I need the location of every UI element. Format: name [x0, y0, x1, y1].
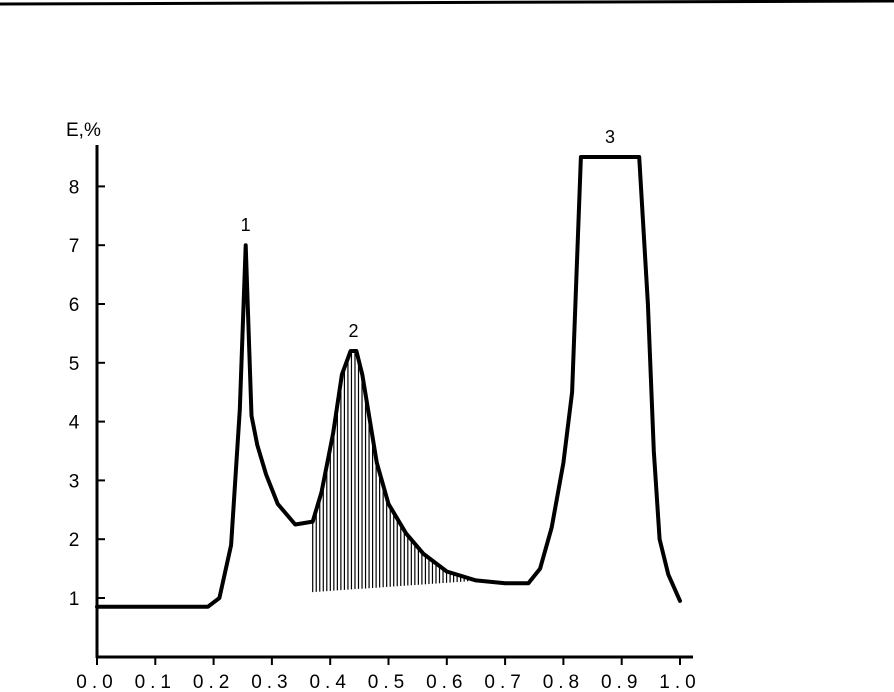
x-tick-label: 0.4 [309, 672, 350, 692]
y-tick-label: 6 [69, 295, 80, 316]
y-ticks: 1 2 3 4 5 6 7 8 [69, 177, 105, 610]
peak-labels: 1 2 3 [241, 127, 615, 341]
peak-label: 3 [605, 127, 615, 147]
y-tick-label: 5 [69, 354, 80, 375]
y-tick-label: 4 [69, 413, 80, 434]
x-tick-label: 0.9 [601, 672, 642, 692]
series-line [95, 155, 682, 609]
y-tick-label: 1 [69, 589, 80, 610]
y-tick-label: 7 [69, 236, 80, 257]
x-tick-label: 0.7 [484, 672, 525, 692]
x-tick-label: 0.0 [76, 672, 117, 692]
x-ticks: 0.0 0.1 0.2 0.3 0.4 0.5 0.6 0.7 0.8 0.9 1.0 [76, 657, 700, 692]
shaded-area [312, 351, 479, 593]
x-tick-label: 0.2 [193, 672, 234, 692]
x-tick-label: 1.0 [659, 672, 700, 692]
y-tick-label: 2 [69, 530, 80, 551]
x-tick-label: 0.8 [543, 672, 584, 692]
x-tick-label: 0.3 [251, 672, 292, 692]
y-axis-title: E,% [66, 120, 101, 141]
x-tick-label: 0.1 [135, 672, 176, 692]
y-tick-label: 3 [69, 471, 80, 492]
peak-label: 1 [241, 215, 251, 235]
x-tick-label: 0.5 [368, 672, 409, 692]
scan-artifact-line [0, 0, 894, 6]
peak-label: 2 [349, 321, 359, 341]
x-tick-label: 0.6 [426, 672, 467, 692]
y-tick-label: 8 [69, 177, 80, 198]
